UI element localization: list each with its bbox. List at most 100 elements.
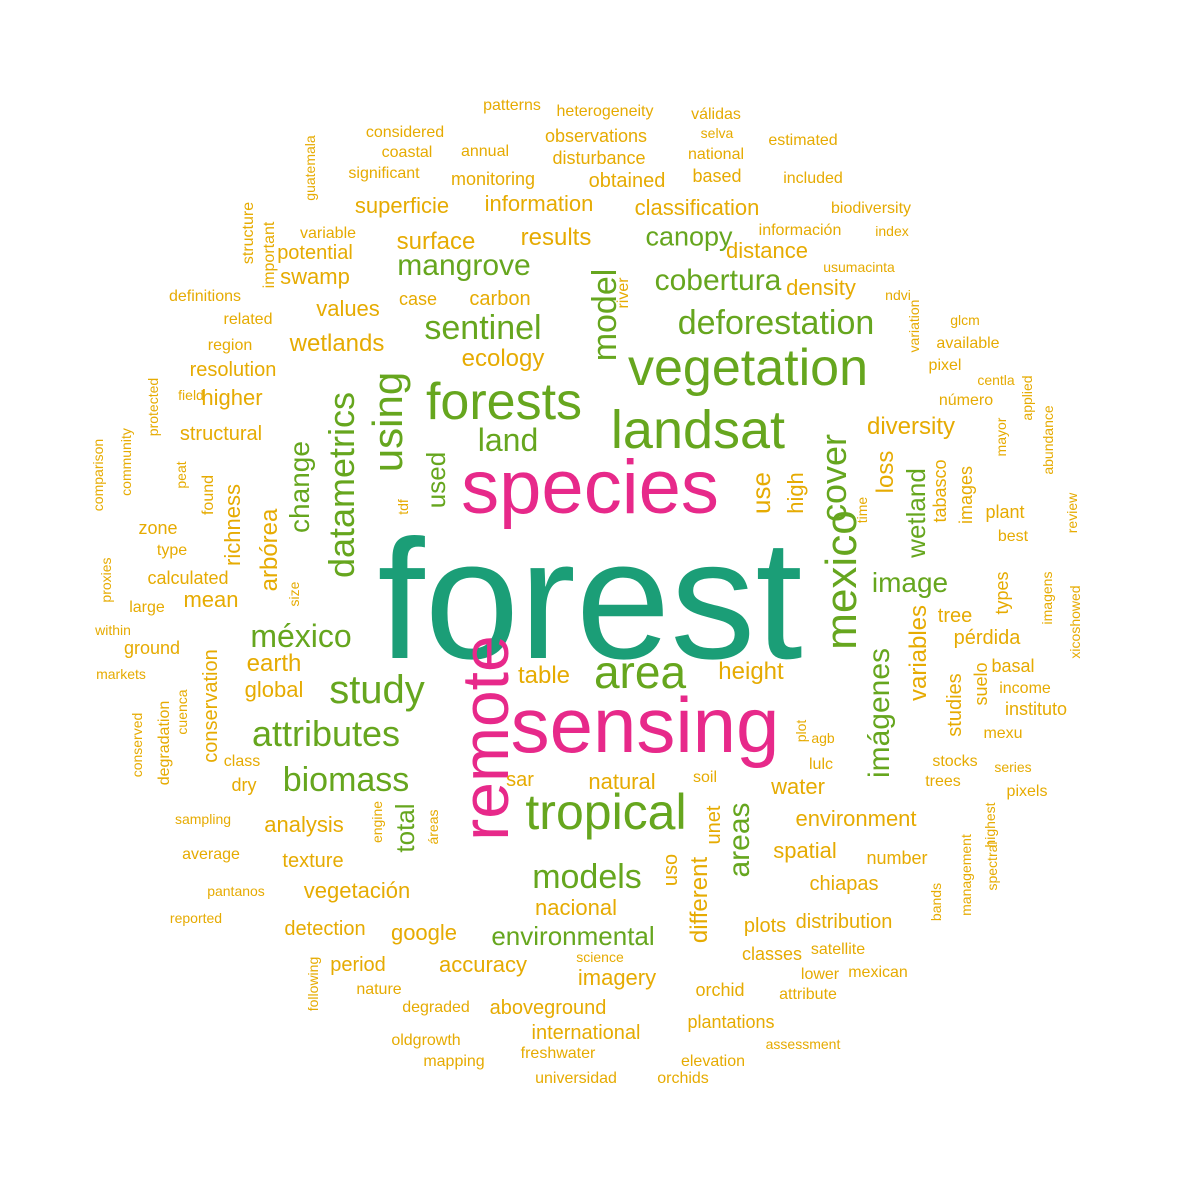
- word-142: zone: [138, 518, 178, 538]
- word-63: carbon: [469, 288, 531, 310]
- word-181: reported: [169, 910, 223, 926]
- word-176: sampling: [174, 811, 232, 827]
- word-130: pixel: [928, 357, 962, 374]
- word-84: number: [866, 848, 928, 868]
- word-179: management: [958, 834, 974, 916]
- word-99: plantations: [687, 1012, 775, 1032]
- word-166: agb: [811, 730, 835, 746]
- word-125: related: [223, 311, 273, 328]
- word-186: science: [576, 949, 624, 965]
- word-77: water: [771, 774, 825, 799]
- word-172: pixels: [1006, 783, 1048, 800]
- word-160: instituto: [1004, 699, 1068, 719]
- word-169: stocks: [932, 753, 978, 770]
- word-31: environmental: [491, 921, 655, 951]
- word-163: degradation: [156, 700, 173, 786]
- word-154: imagens: [1039, 571, 1055, 625]
- word-148: review: [1064, 492, 1080, 534]
- word-182: bands: [928, 882, 944, 922]
- word-33: used: [421, 451, 451, 509]
- word-96: tabasco: [930, 459, 950, 523]
- word-197: universidad: [535, 1070, 617, 1087]
- word-103: válidas: [691, 106, 741, 123]
- word-122: definitions: [168, 288, 242, 305]
- word-4: remote: [448, 635, 522, 841]
- word-3: sensing: [510, 681, 780, 769]
- word-7: forests: [425, 373, 583, 431]
- word-151: size: [286, 581, 302, 607]
- word-14: deforestation: [677, 304, 875, 342]
- word-50: variables: [905, 604, 932, 702]
- word-107: estimated: [768, 132, 838, 149]
- word-195: mapping: [423, 1053, 485, 1070]
- word-115: biodiversity: [830, 200, 912, 217]
- word-192: assessment: [765, 1036, 841, 1052]
- word-45: density: [786, 275, 856, 300]
- word-114: guatemala: [302, 135, 318, 201]
- word-113: included: [783, 170, 843, 187]
- word-145: time: [854, 496, 870, 524]
- word-32: wetland: [901, 468, 931, 558]
- word-18: attributes: [251, 713, 401, 754]
- word-158: suelo: [971, 662, 991, 706]
- word-180: pantanos: [207, 883, 265, 899]
- word-112: based: [692, 166, 742, 186]
- word-62: resolution: [189, 359, 277, 381]
- word-83: classes: [741, 944, 803, 964]
- word-59: richness: [220, 484, 245, 566]
- word-48: high: [783, 472, 808, 514]
- word-68: detection: [284, 918, 366, 940]
- word-139: comparison: [90, 438, 106, 512]
- word-25: change: [284, 441, 315, 533]
- word-49: loss: [872, 450, 899, 494]
- word-136: mayor: [993, 417, 1009, 457]
- word-85: different: [686, 856, 713, 944]
- word-184: following: [305, 956, 321, 1012]
- word-155: xicoshowed: [1067, 585, 1083, 659]
- word-10: area: [593, 646, 687, 698]
- word-183: spectral: [984, 841, 1000, 891]
- word-108: coastal: [381, 144, 433, 161]
- word-188: mexican: [848, 964, 908, 981]
- word-60: higher: [201, 385, 263, 410]
- word-27: areas: [723, 802, 756, 878]
- word-74: period: [330, 954, 386, 976]
- word-38: values: [316, 296, 380, 321]
- word-156: markets: [96, 666, 146, 682]
- word-102: heterogeneity: [556, 103, 654, 120]
- word-110: national: [687, 146, 745, 163]
- word-20: models: [532, 858, 642, 896]
- word-97: images: [956, 465, 976, 525]
- word-174: engine: [369, 800, 385, 844]
- word-41: superficie: [354, 193, 450, 218]
- word-138: community: [118, 428, 134, 496]
- word-35: results: [520, 224, 592, 251]
- word-9: mexico: [817, 510, 866, 650]
- word-162: conserved: [129, 712, 145, 778]
- word-93: obtained: [588, 170, 666, 192]
- word-126: glcm: [950, 312, 980, 328]
- word-128: variation: [906, 299, 922, 353]
- word-23: cobertura: [654, 264, 782, 297]
- word-69: google: [390, 920, 458, 945]
- word-88: conservation: [200, 649, 222, 763]
- word-157: basal: [991, 656, 1035, 676]
- word-40: potential: [277, 242, 353, 264]
- word-57: mean: [183, 587, 239, 612]
- word-90: ground: [123, 638, 181, 658]
- word-198: orchids: [657, 1070, 709, 1087]
- word-5: landsat: [610, 400, 786, 460]
- word-134: número: [938, 392, 994, 409]
- word-104: considered: [365, 124, 445, 141]
- word-196: elevation: [680, 1053, 746, 1070]
- word-12: datametrics: [321, 391, 362, 579]
- word-72: nacional: [535, 895, 617, 920]
- word-58: arbórea: [256, 508, 283, 592]
- word-86: uso: [660, 853, 682, 887]
- word-44: distance: [726, 238, 808, 263]
- word-11: using: [364, 371, 411, 473]
- word-177: average: [182, 846, 240, 863]
- word-146: plant: [985, 502, 1025, 522]
- word-141: found: [200, 474, 217, 516]
